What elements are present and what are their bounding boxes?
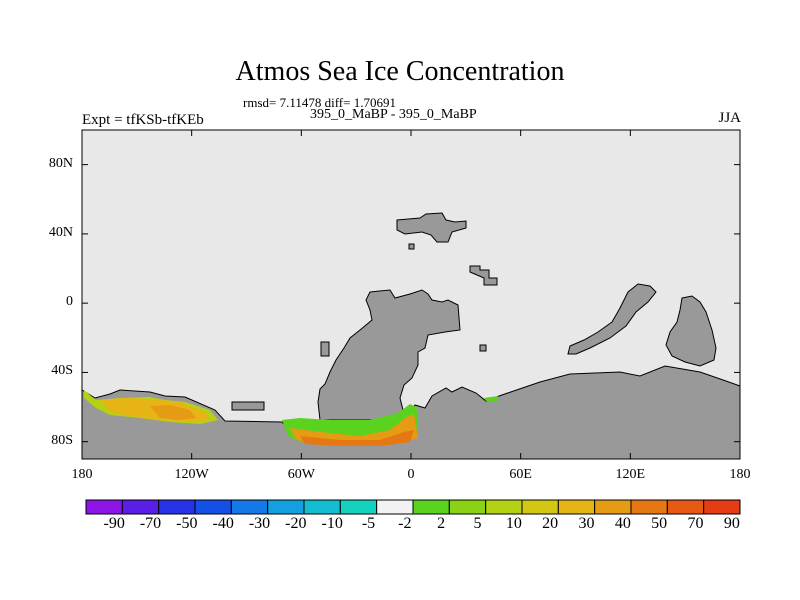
land-eastern-arc [567,283,657,355]
land-north-blob [396,212,467,243]
land-islet-2 [469,265,498,286]
land-east-peninsula [665,295,717,367]
lon-tick-label: 180 [729,467,751,482]
lon-tick-label: 0 [407,467,415,482]
lat-tick-label: 80S [51,432,73,448]
lat-tick-label: 80N [48,155,73,171]
colorbar-label: -10 [321,515,343,532]
land-islet-4 [479,344,487,352]
colorbar-label: -90 [103,515,125,532]
plot-subtitle: 395_0_MaBP - 395_0_MaBP [310,107,477,122]
colorbar-box [85,499,123,515]
colorbar-box [521,499,559,515]
colorbar-box [194,499,232,515]
lon-tick-label: 180 [71,467,93,482]
colorbar-box [630,499,668,515]
rmsd-diff-stats: rmsd= 7.11478 diff= 1.70691 [243,95,396,110]
colorbar-label: -70 [139,515,162,532]
colorbar-label: -40 [212,515,234,532]
experiment-label: Expt = tfKSb-tfKEb [82,112,204,128]
colorbar-label: 70 [687,515,704,532]
colorbar-box [376,499,414,515]
lon-tick-label: 120W [174,467,209,482]
colorbar-box [485,499,523,515]
colorbar-label: 90 [723,515,740,532]
latitude-tick-marks [82,164,740,443]
lat-tick-label: 0 [66,294,73,310]
lat-tick-label: 40N [48,224,73,240]
season-label: JJA [718,110,741,126]
colorbar-box [158,499,196,515]
colorbar-box [267,499,305,515]
lon-tick-label: 60E [509,467,532,482]
lon-tick-label: 60W [287,467,315,482]
colorbar-box [594,499,632,515]
colorbar-label: -2 [398,515,412,532]
colorbar-box [448,499,487,515]
ice-diff-west-hot [150,405,196,420]
lat-tick-label: 40S [51,363,73,379]
colorbar-label: 50 [651,515,668,532]
colorbar-label: -50 [176,515,198,532]
ice-diff-central-hot [300,430,414,446]
colorbar-box [339,499,378,515]
colorbar-box [303,499,341,515]
colorbar-box [666,499,705,515]
colorbar-label: 2 [437,515,446,532]
colorbar-label: -5 [361,515,376,532]
land-islet-3 [320,341,330,357]
colorbar-box [703,499,741,515]
colorbar-label: 10 [505,515,522,532]
ice-diff-east-small [484,396,498,401]
land-islet-1 [408,243,415,250]
colorbar-label: 40 [614,515,631,532]
colorbar-label: 5 [473,515,482,532]
plot-title: Atmos Sea Ice Concentration [235,56,565,87]
longitude-tick-marks [81,130,741,459]
colorbar-box [557,499,596,515]
colorbar [85,499,741,515]
land-islet-5 [231,401,265,411]
colorbar-label: 30 [578,515,595,532]
colorbar-label: -30 [248,515,271,532]
colorbar-box [121,499,160,515]
colorbar-label: 20 [542,515,559,532]
colorbar-box [412,499,450,515]
lon-tick-label: 120E [615,467,646,482]
colorbar-label: -20 [285,515,307,532]
colorbar-box [230,499,269,515]
land-central-continent [317,289,461,421]
